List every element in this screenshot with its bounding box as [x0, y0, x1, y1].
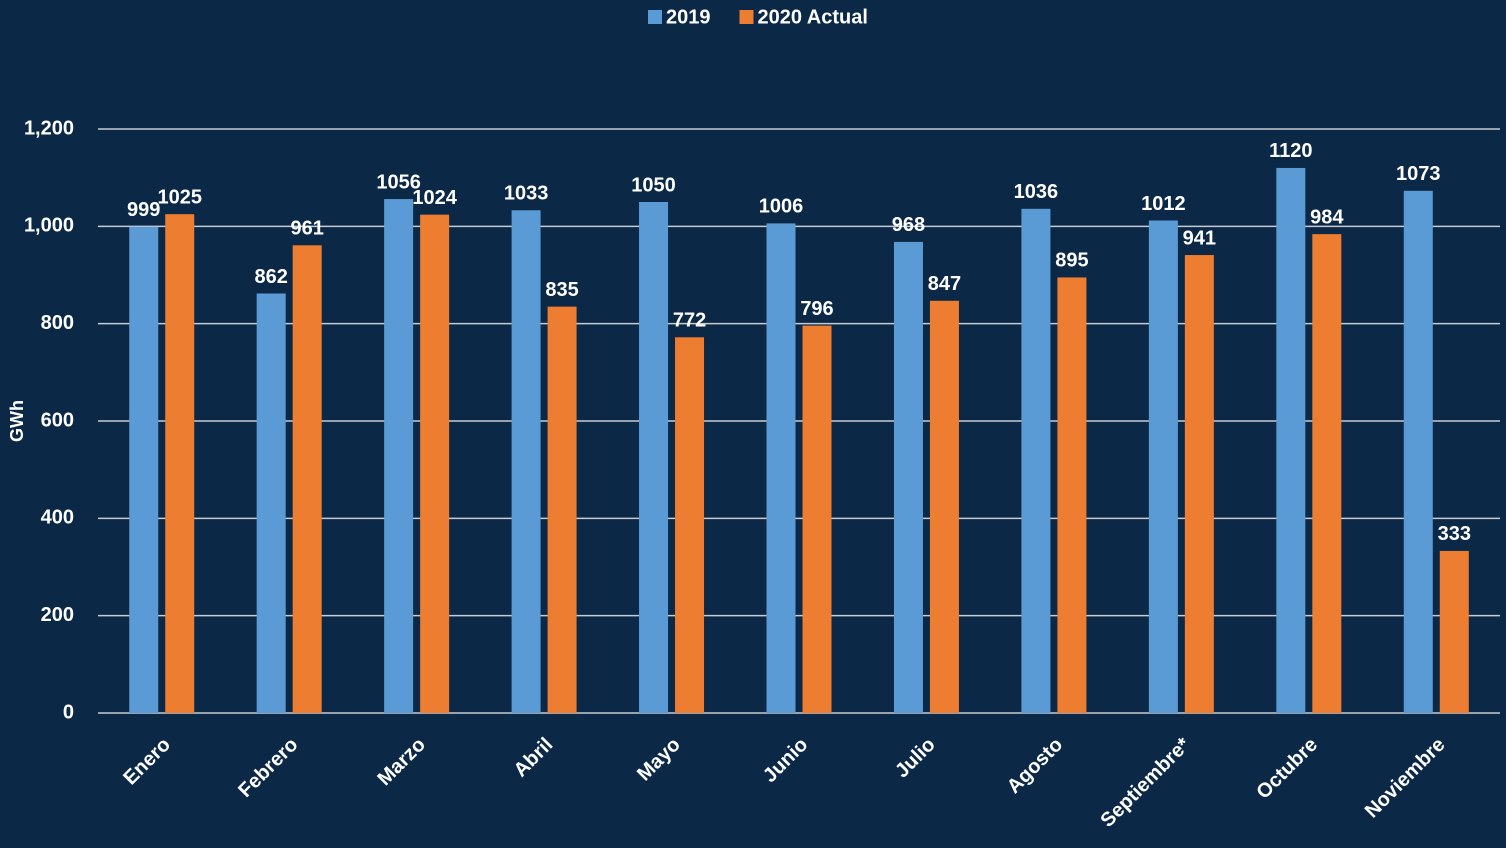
bar	[1021, 208, 1051, 713]
bar	[766, 223, 796, 713]
data-label: 862	[254, 266, 287, 288]
legend-label: 2020 Actual	[758, 6, 868, 28]
bar	[675, 337, 705, 713]
bar	[929, 300, 959, 713]
bar	[1057, 277, 1087, 713]
bar	[1403, 190, 1433, 714]
data-label: 835	[545, 279, 578, 301]
bar	[129, 226, 159, 713]
data-label: 772	[673, 310, 706, 332]
y-tick-label: 800	[41, 312, 74, 334]
data-label: 796	[800, 298, 833, 320]
data-label: 847	[928, 273, 961, 295]
data-label: 1073	[1396, 163, 1441, 185]
bar	[893, 241, 923, 713]
y-tick-label: 600	[41, 409, 74, 431]
y-tick-label: 0	[63, 701, 74, 723]
data-label: 961	[290, 218, 323, 240]
data-label: 1024	[412, 187, 457, 209]
bar	[165, 214, 195, 713]
data-label: 1033	[504, 183, 549, 205]
bar	[547, 306, 577, 713]
data-label: 984	[1310, 206, 1344, 228]
data-label: 1050	[631, 174, 676, 196]
bar	[1439, 550, 1469, 713]
data-label: 999	[127, 199, 160, 221]
data-label: 941	[1183, 227, 1216, 249]
y-tick-label: 1,000	[24, 215, 74, 237]
bar	[292, 245, 322, 713]
data-label: 1006	[759, 196, 804, 218]
y-tick-label: 200	[41, 604, 74, 626]
y-tick-label: 400	[41, 507, 74, 529]
bar	[511, 210, 541, 714]
bar	[1312, 234, 1342, 713]
data-label: 1036	[1014, 181, 1059, 203]
data-label: 1056	[376, 171, 421, 193]
data-label: 333	[1438, 523, 1471, 545]
y-axis-label: GWh	[7, 400, 27, 442]
bar	[256, 293, 286, 713]
data-label: 968	[892, 214, 925, 236]
data-label: 1120	[1269, 140, 1312, 162]
legend-label: 2019	[666, 6, 711, 28]
y-tick-label: 1,200	[24, 117, 74, 139]
data-label: 895	[1055, 250, 1088, 272]
bar	[639, 202, 669, 713]
bar	[420, 214, 450, 714]
legend-swatch	[739, 10, 754, 24]
bar	[802, 325, 832, 713]
bar	[384, 199, 414, 713]
bar	[1184, 255, 1214, 713]
data-label: 1012	[1141, 193, 1186, 215]
bar	[1148, 220, 1178, 713]
data-label: 1025	[157, 186, 202, 208]
bar	[1276, 167, 1306, 713]
legend-swatch	[648, 10, 662, 24]
